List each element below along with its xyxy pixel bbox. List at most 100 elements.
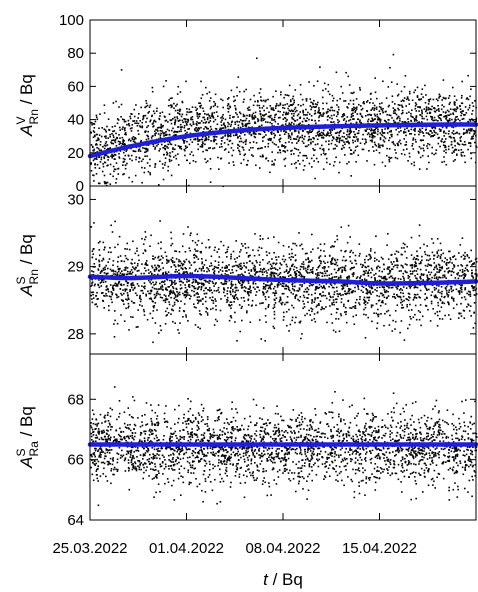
data-point <box>101 259 103 262</box>
data-point <box>232 297 235 299</box>
data-point <box>171 97 173 99</box>
data-point <box>358 129 360 132</box>
data-point <box>240 307 243 310</box>
data-point <box>347 75 350 78</box>
data-point <box>95 173 98 175</box>
data-point <box>389 314 391 317</box>
data-point <box>235 132 238 135</box>
data-point <box>147 138 150 140</box>
data-point <box>265 284 267 286</box>
data-point <box>310 251 312 253</box>
data-point <box>458 283 461 286</box>
data-point <box>297 140 300 143</box>
data-point <box>360 109 363 111</box>
data-point <box>245 252 248 254</box>
data-point <box>298 137 301 139</box>
data-point <box>471 128 473 130</box>
data-point <box>197 326 199 328</box>
data-point <box>383 289 386 291</box>
data-point <box>163 154 165 156</box>
data-point <box>349 288 352 291</box>
data-point <box>394 277 397 279</box>
data-point <box>102 281 105 284</box>
data-point <box>427 108 430 111</box>
data-point <box>267 237 269 240</box>
data-point <box>440 140 442 142</box>
data-point <box>347 288 350 290</box>
data-point <box>379 102 381 105</box>
data-point <box>348 130 351 132</box>
data-point <box>283 129 286 132</box>
data-point <box>193 285 195 288</box>
data-point <box>312 248 314 251</box>
data-point <box>382 80 384 83</box>
data-point <box>205 126 208 129</box>
data-point <box>166 128 169 131</box>
data-point <box>306 271 308 273</box>
data-point <box>258 107 261 109</box>
data-point <box>391 268 394 270</box>
data-point <box>97 182 100 185</box>
data-point <box>123 160 125 163</box>
data-point <box>193 253 196 256</box>
data-point <box>385 110 387 113</box>
data-point <box>464 269 466 272</box>
data-point <box>371 139 373 141</box>
data-point <box>345 138 348 140</box>
data-point <box>226 138 229 141</box>
data-point <box>454 159 456 161</box>
data-point <box>96 163 99 166</box>
data-point <box>345 71 347 74</box>
data-point <box>434 296 436 299</box>
data-point <box>118 143 121 146</box>
data-point <box>192 160 195 162</box>
data-point <box>226 299 228 301</box>
data-point <box>184 261 186 263</box>
data-point <box>122 289 124 291</box>
data-point <box>110 296 112 298</box>
data-point <box>407 129 410 132</box>
data-point <box>253 117 255 119</box>
data-point <box>174 296 177 298</box>
data-point <box>118 134 120 136</box>
data-point <box>128 305 130 308</box>
data-point <box>233 95 235 98</box>
data-point <box>438 269 441 271</box>
data-point <box>452 133 455 135</box>
data-point <box>435 132 437 134</box>
data-point <box>212 120 215 123</box>
data-point <box>420 324 422 327</box>
data-point <box>305 108 307 111</box>
data-point <box>100 285 103 287</box>
data-point <box>293 108 296 111</box>
data-point <box>307 264 310 267</box>
data-point <box>164 323 167 325</box>
data-point <box>316 143 319 145</box>
data-point <box>393 293 395 295</box>
data-point <box>150 298 153 301</box>
data-point <box>447 270 450 273</box>
data-point <box>302 142 305 144</box>
data-point <box>372 131 375 134</box>
data-point <box>319 243 322 246</box>
data-point <box>291 252 293 255</box>
data-point <box>267 138 269 141</box>
data-point <box>315 135 317 137</box>
data-point <box>247 246 250 249</box>
data-point <box>172 320 174 323</box>
data-point <box>169 279 171 282</box>
data-point <box>340 85 342 88</box>
data-point <box>454 132 457 135</box>
data-point <box>446 109 449 112</box>
data-point <box>328 274 331 276</box>
data-point <box>179 288 182 290</box>
data-point <box>120 69 123 71</box>
data-point <box>145 264 148 266</box>
data-point <box>241 120 244 122</box>
data-point <box>242 113 245 116</box>
data-point <box>120 103 123 106</box>
data-point <box>255 260 257 262</box>
data-point <box>155 266 157 269</box>
data-point <box>100 156 103 159</box>
data-point <box>273 275 275 277</box>
